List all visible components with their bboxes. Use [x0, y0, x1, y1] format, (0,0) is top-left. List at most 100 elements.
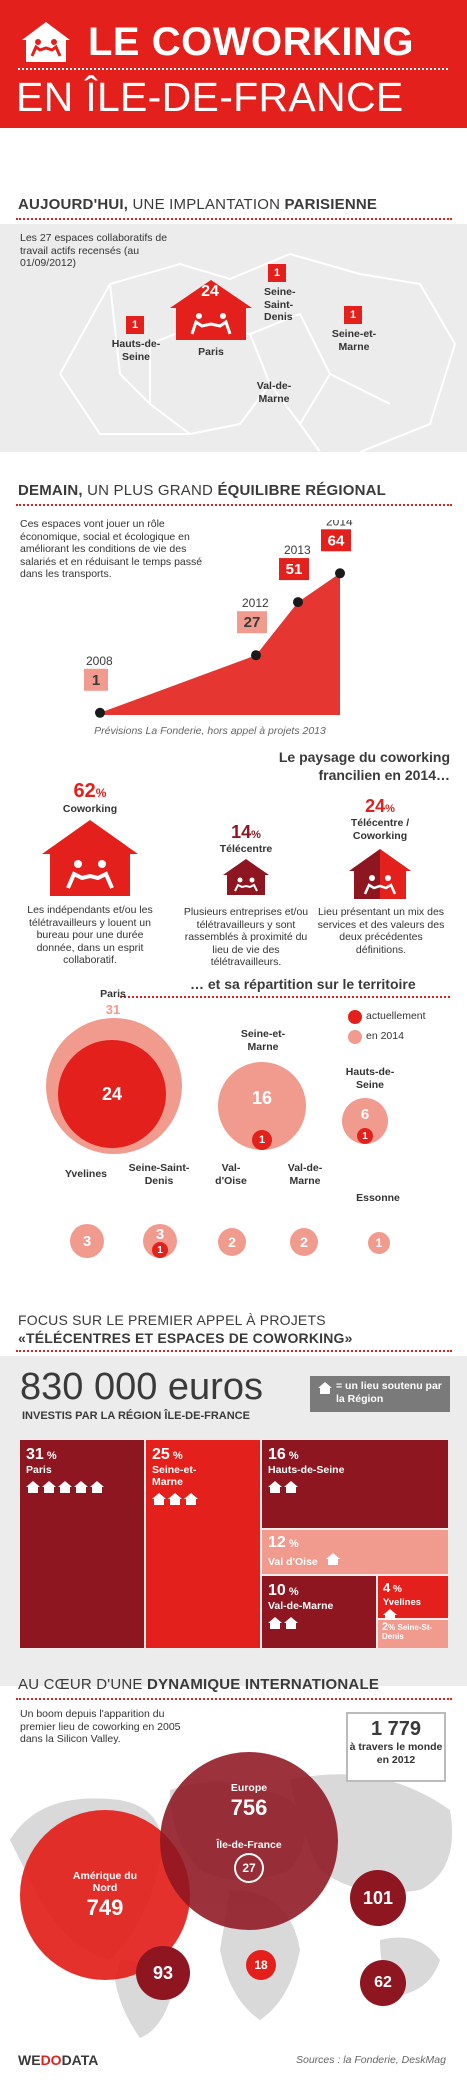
hauts-de-seine-label: Hauts-de-Seine [111, 338, 161, 363]
seine-et-marne-label: Seine-et-Marne [331, 328, 377, 353]
oceania-value: 62 [374, 1974, 392, 1991]
seine-et-marne-badge: 1 [344, 306, 362, 324]
bubble-hds-label: Hauts-de-Seine [345, 1066, 395, 1091]
telecentre-house-icon [222, 858, 270, 896]
growth-value-box-2008 [84, 668, 108, 691]
bubble-paris-current: 24 [58, 1040, 166, 1148]
bubble-oceania: 62 [360, 1960, 406, 2006]
treemap-cell-hauts-de-seine: 16 % Hauts-de-Seine [262, 1440, 448, 1528]
place-icon [284, 1617, 298, 1629]
bubble-ssd-current-value: 1 [157, 1244, 163, 1256]
seine-saint-denis-label: Seine-Saint-Denis [264, 286, 296, 323]
bubble-hds-current: 1 [357, 1128, 373, 1144]
growth-value-2012: 27 [244, 614, 261, 631]
ile-de-france-circle: 27 [234, 1853, 264, 1883]
growth-year-2014: 2014 [326, 520, 353, 528]
growth-point-2012 [251, 650, 261, 661]
cell-sem-name: Seine-et-Marne [152, 1464, 197, 1488]
place-icon [326, 1553, 341, 1565]
growth-point-2013 [293, 597, 303, 608]
mixed-house-icon [348, 848, 412, 900]
place-icon [58, 1481, 72, 1493]
bubble-es-2014-value: 1 [375, 1236, 383, 1250]
cell-paris-houses [26, 1480, 138, 1498]
header-title-line2: EN ÎLE-DE-FRANCE [16, 74, 404, 120]
growth-value-box-2014 [321, 529, 351, 552]
bubble-yv-2014-value: 3 [82, 1232, 92, 1250]
bubble-asia: 101 [350, 1870, 406, 1926]
sources: Sources : la Fonderie, DeskMag [296, 2054, 446, 2066]
place-icon [74, 1481, 88, 1493]
bubble-sem-2014: 16 [218, 1062, 306, 1150]
seine-saint-denis-badge: 1 [268, 264, 286, 282]
treemap-cell-yvelines: 4 % Yvelines [378, 1576, 448, 1621]
legend-2014-label: en 2014 [366, 1030, 404, 1042]
paris-house-icon [168, 278, 254, 342]
cell-yv-pct: 4 [383, 1580, 391, 1595]
section5-title2: «TÉLÉCENTRES ET ESPACES DE COWORKING» [18, 1330, 353, 1346]
type-coworking: 62% Coworking [40, 780, 140, 816]
val-de-marne-label: Val-de-Marne [256, 380, 292, 405]
section2-note: Prévisions La Fonderie, hors appel à pro… [94, 725, 326, 737]
treemap-cell-seine-et-marne: 25 % Seine-et-Marne [146, 1440, 260, 1648]
europe-label: Europe [230, 1782, 268, 1794]
paris-label: Paris [198, 346, 224, 358]
cell-hds-name: Hauts-de-Seine [268, 1464, 345, 1476]
cell-ssd-name: Seine-St-Denis [382, 1623, 433, 1641]
place-icon [168, 1493, 182, 1505]
cell-paris-name: Paris [26, 1464, 52, 1476]
paris-count: 24 [201, 283, 219, 300]
hauts-de-seine-badge: 1 [126, 316, 144, 334]
section4-title: … et sa répartition sur le territoire [190, 976, 416, 992]
logo-do: DO [40, 2052, 62, 2068]
bubble-paris-2014-value: 31 [105, 1002, 121, 1017]
type-telecentre-pct: 14 [231, 822, 252, 842]
funding-subtitle: INVESTIS PAR LA RÉGION ÎLE-DE-FRANCE [22, 1410, 250, 1422]
cell-vm-pct: 10 [268, 1582, 286, 1599]
growth-value-2008: 1 [92, 672, 100, 689]
cell-paris-pct: 31 [26, 1446, 44, 1463]
bubble-vo-label: Val-d'Oise [215, 1162, 247, 1187]
type-telecentre: 14% Télécentre [196, 822, 296, 856]
growth-year-2013: 2013 [284, 543, 311, 557]
section4-divider [120, 996, 450, 998]
bubble-sem-current: 1 [252, 1130, 272, 1150]
type-mixed: 24% Télécentre / Coworking [330, 796, 430, 842]
north-america-label: Amérique du Nord [72, 1869, 138, 1895]
place-icon [268, 1617, 282, 1629]
type-coworking-name: Coworking [62, 803, 118, 815]
section6-divider [16, 1698, 452, 1700]
type-telecentre-name: Télécentre [219, 843, 273, 855]
place-icon [90, 1481, 104, 1493]
bubble-sem-label: Seine-et-Marne [240, 1028, 286, 1053]
bubble-paris-label: Paris [100, 988, 126, 1000]
cell-sem-houses [152, 1492, 254, 1510]
logo-data: DATA [61, 2052, 99, 2068]
place-icon [184, 1493, 198, 1505]
growth-year-2008: 2008 [86, 654, 113, 668]
ile-de-france-label: Île-de-France [216, 1838, 282, 1851]
bubble-hds-current-value: 1 [362, 1130, 368, 1142]
cell-sem-pct: 25 [152, 1446, 170, 1463]
world-total-value: 1 779 [370, 1718, 422, 1740]
growth-value-box-2013 [279, 558, 309, 581]
ile-de-france-value: 27 [242, 1861, 256, 1875]
treemap-cell-seine-st-denis: 2% Seine-St-Denis [378, 1620, 448, 1648]
north-america-value: 749 [86, 1894, 124, 1920]
logo-we: WE [18, 2052, 41, 2068]
cell-yv-name: Yvelines [383, 1597, 422, 1608]
wedodata-logo: WEDODATA [18, 2052, 98, 2068]
header-banner: LE COWORKING EN ÎLE-DE-FRANCE [0, 0, 467, 128]
section6-title: AU CŒUR D'UNE DYNAMIQUE INTERNATIONALE [18, 1676, 380, 1693]
place-icon [383, 1609, 397, 1621]
section3-title: Le paysage du coworking francilien en 20… [278, 749, 450, 783]
type-telecentre-desc: Plusieurs entreprises et/ou télétravaill… [183, 906, 309, 968]
section1-divider [16, 218, 452, 220]
bubble-yv-2014: 3 [70, 1224, 104, 1258]
bubble-vm-label: Val-de-Marne [287, 1162, 323, 1187]
type-mixed-name: Télécentre / Coworking [350, 817, 410, 842]
place-icon [42, 1481, 56, 1493]
growth-value-2013: 51 [286, 561, 303, 578]
funding-legend: = un lieu soutenu par la Région [310, 1376, 450, 1412]
bubble-vo-2014-value: 2 [228, 1234, 236, 1250]
